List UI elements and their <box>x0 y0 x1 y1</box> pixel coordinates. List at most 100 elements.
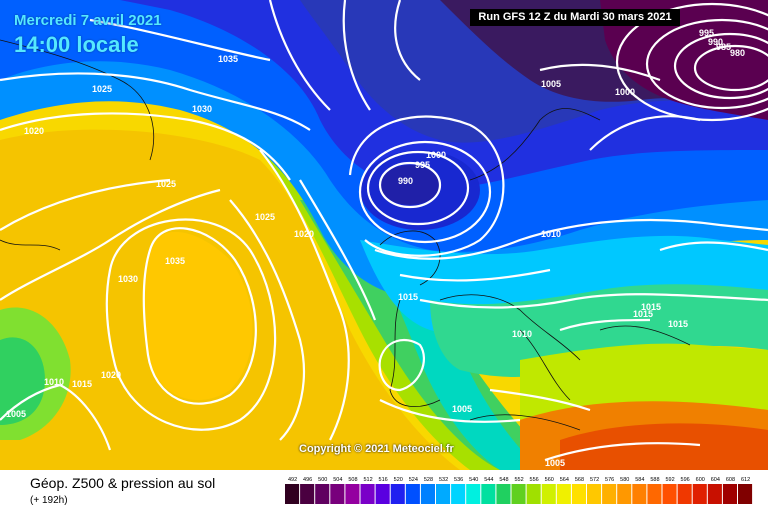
isobar-label: 1005 <box>452 404 472 414</box>
footer: Géop. Z500 & pression au sol (+ 192h) 49… <box>0 470 768 512</box>
legend-swatch <box>617 484 632 504</box>
legend-tick-label: 548 <box>499 477 508 483</box>
isobar-label: 1035 <box>165 256 185 266</box>
model-run-label: Run GFS 12 Z du Mardi 30 mars 2021 <box>470 9 680 26</box>
legend-swatch <box>722 484 737 504</box>
legend-tick-label: 512 <box>363 477 372 483</box>
isobar-label: 990 <box>708 37 723 47</box>
isobar-label: 1015 <box>668 319 688 329</box>
isobar-label: 1010 <box>44 377 64 387</box>
legend-tick-label: 540 <box>469 477 478 483</box>
isobar-label: 1030 <box>118 274 138 284</box>
isobar-label: 1005 <box>6 409 26 419</box>
isobar-label: 1015 <box>72 379 92 389</box>
legend-tick-label: 560 <box>545 477 554 483</box>
legend-swatch <box>466 484 481 504</box>
isobar-label: 1000 <box>426 150 446 160</box>
legend-tick-label: 544 <box>484 477 493 483</box>
legend-swatch <box>496 484 511 504</box>
legend-swatch <box>436 484 451 504</box>
legend-tick-label: 500 <box>318 477 327 483</box>
legend-tick-label: 588 <box>650 477 659 483</box>
isobar-labels: 1035 1025 1030 1020 1025 1025 1020 1030 … <box>6 28 745 468</box>
isobar-label: 1015 <box>398 292 418 302</box>
copyright-text: Copyright © 2021 Meteociel.fr <box>299 443 454 455</box>
legend-swatch <box>692 484 707 504</box>
isobars <box>0 0 768 462</box>
legend-swatch <box>647 484 662 504</box>
legend-swatch <box>541 484 556 504</box>
legend-swatch <box>390 484 405 504</box>
forecast-range: (+ 192h) <box>30 495 68 506</box>
legend-tick-label: 580 <box>620 477 629 483</box>
legend-tick-label: 528 <box>424 477 433 483</box>
legend-tick-label: 496 <box>303 477 312 483</box>
legend-swatch <box>677 484 692 504</box>
forecast-time: 14:00 locale <box>14 32 139 57</box>
legend-swatch <box>738 484 753 504</box>
legend-swatch <box>707 484 722 504</box>
isobar-label: 1020 <box>24 126 44 136</box>
isobar-label: 1010 <box>512 329 532 339</box>
legend-swatch <box>556 484 571 504</box>
legend-tick-label: 612 <box>741 477 750 483</box>
isobar-label: 1025 <box>156 179 176 189</box>
legend-tick-label: 564 <box>560 477 569 483</box>
legend-tick-label: 556 <box>530 477 539 483</box>
legend-tick-label: 592 <box>665 477 674 483</box>
legend-tick-label: 532 <box>439 477 448 483</box>
coastlines <box>0 39 691 431</box>
isobar-label: 1020 <box>101 370 121 380</box>
legend-tick-label: 552 <box>514 477 523 483</box>
legend-tick-label: 572 <box>590 477 599 483</box>
legend-tick-label: 568 <box>575 477 584 483</box>
legend-swatch <box>345 484 360 504</box>
legend-swatch <box>300 484 315 504</box>
map-title: Géop. Z500 & pression au sol <box>30 475 216 491</box>
legend-tick-label: 608 <box>726 477 735 483</box>
legend-swatch <box>285 484 300 504</box>
legend-tick-label: 516 <box>379 477 388 483</box>
isobar-label: 995 <box>699 28 714 38</box>
legend-swatch <box>360 484 375 504</box>
legend-tick-label: 508 <box>348 477 357 483</box>
legend-tick-label: 524 <box>409 477 418 483</box>
isobar-label: 1025 <box>92 84 112 94</box>
legend-swatch <box>571 484 586 504</box>
legend-tick-label: 600 <box>696 477 705 483</box>
legend-tick-label: 504 <box>333 477 342 483</box>
isobar-label: 1010 <box>541 229 561 239</box>
legend-swatch <box>330 484 345 504</box>
legend-swatch <box>451 484 466 504</box>
weather-map: 1035 1025 1030 1020 1025 1025 1020 1030 … <box>0 0 768 470</box>
isobar-label: 1015 <box>633 309 653 319</box>
legend-swatch <box>587 484 602 504</box>
isobar-label: 1020 <box>294 229 314 239</box>
isobar-label: 995 <box>415 160 430 170</box>
legend-tick-label: 596 <box>681 477 690 483</box>
isobar-label: 1005 <box>541 79 561 89</box>
color-legend: 492 496 500 504 508 512 516 520 524 528 532 536 540 5… <box>285 477 753 504</box>
isobar-label: 980 <box>730 48 745 58</box>
legend-tick-label: 604 <box>711 477 720 483</box>
legend-tick-label: 576 <box>605 477 614 483</box>
isobar-label: 1005 <box>545 458 565 468</box>
legend-tick-label: 492 <box>288 477 297 483</box>
legend-tick-label: 584 <box>635 477 644 483</box>
isobar-label: 1030 <box>192 104 212 114</box>
isobar-label: 1035 <box>218 54 238 64</box>
legend-swatch <box>602 484 617 504</box>
legend-swatch <box>526 484 541 504</box>
forecast-date: Mercredi 7 avril 2021 <box>14 12 162 29</box>
isobar-label: 1025 <box>255 212 275 222</box>
isobar-label: 985 <box>716 42 731 52</box>
legend-tick-label: 520 <box>394 477 403 483</box>
isobar-label: 1000 <box>615 87 635 97</box>
legend-swatch <box>481 484 496 504</box>
isobar-label: 990 <box>398 176 413 186</box>
legend-swatch <box>632 484 647 504</box>
legend-swatch <box>375 484 390 504</box>
legend-swatch <box>420 484 435 504</box>
legend-swatch <box>315 484 330 504</box>
